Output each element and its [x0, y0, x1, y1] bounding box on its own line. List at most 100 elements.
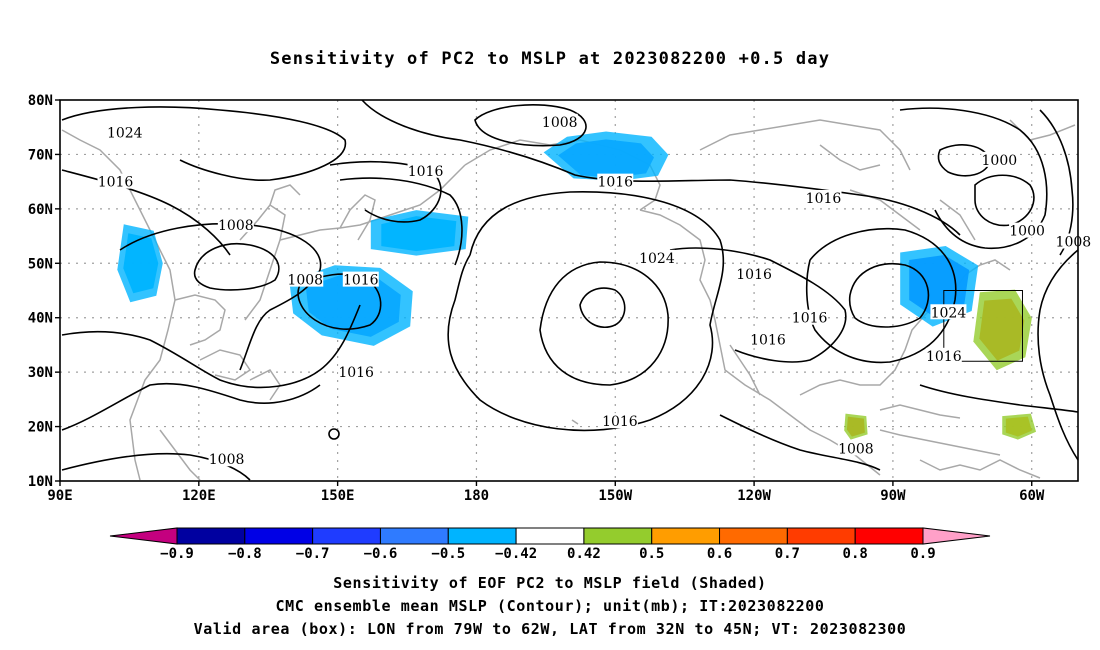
contour-label-bg: [597, 173, 634, 189]
latitude-axis: 80N 70N 60N 50N 40N 30N 20N 10N: [28, 93, 60, 490]
contour-label-bg: [925, 347, 962, 363]
contour-line: [329, 160, 442, 223]
contour-label: 1008: [838, 441, 874, 457]
contour-label-bg: [1055, 233, 1092, 249]
contour-label: 1016: [750, 332, 786, 348]
contour-label-bg: [287, 271, 324, 287]
lon-label: 90W: [880, 488, 906, 504]
contour-label-bg: [342, 271, 379, 287]
colorbar-min-arrow: [109, 527, 178, 545]
contour-label: 1024: [639, 251, 675, 267]
contour-line: [805, 227, 957, 364]
contour-line: [339, 177, 463, 266]
contour-label-bg: [217, 217, 254, 233]
contour-line: [579, 287, 626, 329]
colorbar-swatch: [583, 527, 653, 545]
contour-line: [1037, 249, 1079, 461]
shaded-region-halo: [844, 413, 868, 440]
colorbar-swatch: [854, 527, 924, 545]
footer-contour-caption: CMC ensemble mean MSLP (Contour); unit(m…: [275, 597, 825, 615]
mslp-contours: [61, 99, 1079, 481]
contour-line: [447, 191, 725, 432]
contour-line: [61, 382, 321, 431]
lon-label: 90E: [47, 488, 72, 504]
contour-label-bg: [541, 113, 578, 129]
colorbar-swatch: [515, 527, 585, 545]
footer-valid-area-caption: Valid area (box): LON from 79W to 62W, L…: [193, 620, 907, 638]
lon-label: 60W: [1019, 488, 1045, 504]
colorbar-label: 0.6: [707, 546, 732, 562]
valid-area-box: [943, 290, 1023, 362]
contour-label: 1016: [597, 175, 633, 191]
contour-label-bg: [208, 451, 245, 467]
contour-line: [474, 104, 587, 147]
colorbar-label: 0.5: [639, 546, 664, 562]
lon-label: 180: [464, 488, 489, 504]
contour-line: [539, 261, 669, 386]
contour-line: [61, 452, 251, 481]
contour-label-bg: [106, 124, 143, 140]
contour-label: 1008: [1056, 235, 1092, 251]
shaded-region-halo: [117, 224, 163, 303]
contour-label-bg: [1009, 222, 1046, 238]
contour-line: [899, 107, 1048, 250]
lat-label: 60N: [28, 202, 53, 218]
shaded-region-halo: [1002, 413, 1037, 440]
lat-label: 20N: [28, 420, 53, 436]
lon-label: 150W: [598, 488, 632, 504]
contour-label: 1016: [736, 267, 772, 283]
contour-line: [361, 99, 961, 236]
contour-label-bg: [338, 364, 375, 380]
map-frame: [59, 99, 1079, 482]
colorbar-swatch: [786, 527, 856, 545]
colorbar-label: 0.7: [775, 546, 800, 562]
footer-shading-caption: Sensitivity of EOF PC2 to MSLP field (Sh…: [333, 574, 767, 592]
colorbar-label: 0.42: [567, 546, 601, 562]
contour-label-bg: [638, 249, 675, 265]
shaded-sensitivity: [117, 131, 1037, 440]
contour-label: 1016: [98, 175, 134, 191]
contour-label-bg: [407, 162, 444, 178]
contour-line: [61, 169, 231, 256]
contour-label: 1008: [287, 273, 323, 289]
lat-label: 30N: [28, 365, 53, 381]
contour-label: 1024: [931, 305, 967, 321]
shaded-region-halo: [543, 131, 669, 181]
contour-line: [119, 222, 322, 371]
colorbar-label: −0.8: [228, 546, 262, 562]
colorbar-swatch: [244, 527, 314, 545]
contour-label: 1016: [343, 273, 379, 289]
contour-label: 1000: [1009, 224, 1045, 240]
contour-label: 1016: [408, 164, 444, 180]
map-title: Sensitivity of PC2 to MSLP at 2023082200…: [269, 49, 831, 69]
contour-label-bg: [97, 173, 134, 189]
contour-line: [719, 414, 881, 471]
colorbar-swatch: [312, 527, 381, 545]
colorbar-swatch: [379, 527, 449, 545]
contour-label-bg: [805, 189, 842, 205]
contour-label-bg: [749, 331, 786, 347]
contour-label-bg: [930, 304, 967, 320]
contour-line: [61, 304, 361, 389]
longitude-axis: 90E 120E 150E 180 150W 120W 90W 60W: [47, 481, 1045, 504]
contour-label-bg: [601, 413, 638, 429]
colorbar-label: 0.9: [910, 546, 935, 562]
colorbar-label: −0.42: [495, 546, 537, 562]
contour-label-bg: [981, 151, 1018, 167]
contour-line: [919, 384, 1079, 413]
colorbar-swatch: [176, 527, 246, 545]
colorbar: −0.9 −0.8 −0.7 −0.6 −0.5 −0.42 0.42 0.5 0.6 0.7 0.…: [109, 527, 991, 562]
contour-label-bg: [736, 266, 773, 282]
contour-label: 1016: [806, 191, 842, 207]
contour-label: 1016: [792, 311, 828, 327]
lat-label: 80N: [28, 93, 53, 109]
contour-label: 1016: [338, 365, 374, 381]
contour-line: [328, 428, 340, 440]
lat-label: 40N: [28, 311, 53, 327]
contour-labels: 1008 1024 1016 1016 1016 1016 1000 1000 1008 1008…: [97, 113, 1092, 468]
lat-label: 70N: [28, 147, 53, 163]
contour-label: 1008: [218, 218, 254, 234]
colorbar-swatch: [719, 527, 788, 545]
lat-label: 10N: [28, 474, 53, 490]
contour-line: [974, 174, 1035, 227]
